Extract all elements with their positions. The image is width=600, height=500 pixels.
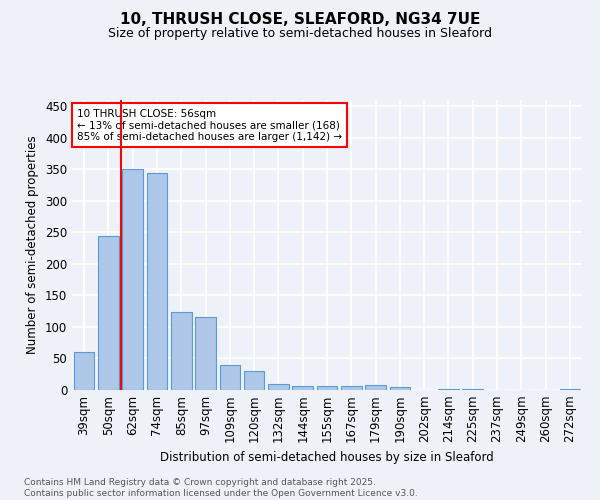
- Bar: [560, 388, 580, 390]
- Text: 10 THRUSH CLOSE: 56sqm
← 13% of semi-detached houses are smaller (168)
85% of se: 10 THRUSH CLOSE: 56sqm ← 13% of semi-det…: [77, 108, 342, 142]
- Bar: [244, 371, 265, 390]
- Text: Size of property relative to semi-detached houses in Sleaford: Size of property relative to semi-detach…: [108, 28, 492, 40]
- Bar: [220, 366, 240, 390]
- Bar: [146, 172, 167, 390]
- Text: 10, THRUSH CLOSE, SLEAFORD, NG34 7UE: 10, THRUSH CLOSE, SLEAFORD, NG34 7UE: [120, 12, 480, 28]
- Text: Contains HM Land Registry data © Crown copyright and database right 2025.
Contai: Contains HM Land Registry data © Crown c…: [24, 478, 418, 498]
- Bar: [171, 312, 191, 390]
- Bar: [195, 317, 216, 390]
- Bar: [365, 385, 386, 390]
- Bar: [389, 387, 410, 390]
- Bar: [268, 384, 289, 390]
- Bar: [438, 388, 459, 390]
- Bar: [98, 236, 119, 390]
- Bar: [122, 170, 143, 390]
- Bar: [341, 386, 362, 390]
- Y-axis label: Number of semi-detached properties: Number of semi-detached properties: [26, 136, 40, 354]
- Bar: [292, 386, 313, 390]
- Bar: [317, 386, 337, 390]
- X-axis label: Distribution of semi-detached houses by size in Sleaford: Distribution of semi-detached houses by …: [160, 451, 494, 464]
- Bar: [74, 352, 94, 390]
